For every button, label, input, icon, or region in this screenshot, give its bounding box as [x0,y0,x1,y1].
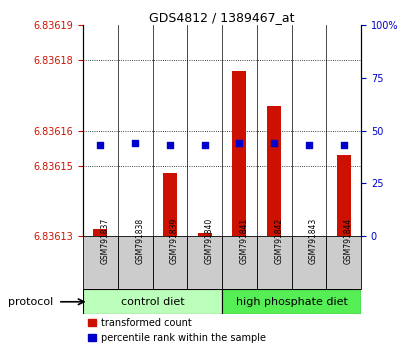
Bar [222,289,361,314]
Bar [128,236,142,354]
Point [236,140,243,146]
Text: GSM791841: GSM791841 [239,217,249,263]
Text: GSM791839: GSM791839 [170,217,179,264]
Legend: transformed count, percentile rank within the sample: transformed count, percentile rank withi… [88,318,266,343]
Text: GSM791837: GSM791837 [100,217,110,264]
Text: GSM791843: GSM791843 [309,217,318,264]
Bar [118,236,153,289]
Bar [83,236,118,289]
Bar [153,236,187,289]
Bar [83,289,222,314]
Text: GSM791840: GSM791840 [205,217,214,264]
Bar [187,236,222,289]
Point [305,142,312,148]
Bar [302,236,316,354]
Bar [232,70,247,236]
Text: protocol: protocol [8,297,54,307]
Text: high phosphate diet: high phosphate diet [236,297,347,307]
Bar [267,106,281,236]
Text: control diet: control diet [121,297,184,307]
Bar [257,236,291,289]
Bar [337,155,351,236]
Bar [93,229,107,236]
Title: GDS4812 / 1389467_at: GDS4812 / 1389467_at [149,11,295,24]
Bar [163,173,177,236]
Bar [291,236,326,289]
Bar [222,236,257,289]
Point [201,142,208,148]
Text: GSM791838: GSM791838 [135,217,144,263]
Point [271,140,278,146]
Point [340,142,347,148]
Point [132,140,139,146]
Point [97,142,104,148]
Bar [198,233,212,236]
Text: GSM791842: GSM791842 [274,217,283,263]
Point [166,142,173,148]
Bar [326,236,361,289]
Text: GSM791844: GSM791844 [344,217,353,264]
